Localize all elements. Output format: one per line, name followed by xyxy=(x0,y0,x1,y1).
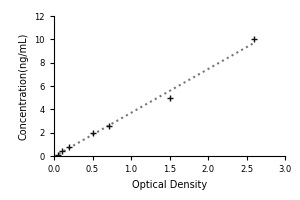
Point xyxy=(67,145,72,148)
Point xyxy=(167,96,172,99)
Point xyxy=(107,124,112,127)
Point xyxy=(252,38,256,41)
X-axis label: Optical Density: Optical Density xyxy=(132,180,207,190)
Point xyxy=(59,150,64,153)
Point xyxy=(90,131,95,134)
Y-axis label: Concentration(ng/mL): Concentration(ng/mL) xyxy=(19,32,29,140)
Point xyxy=(56,153,60,156)
